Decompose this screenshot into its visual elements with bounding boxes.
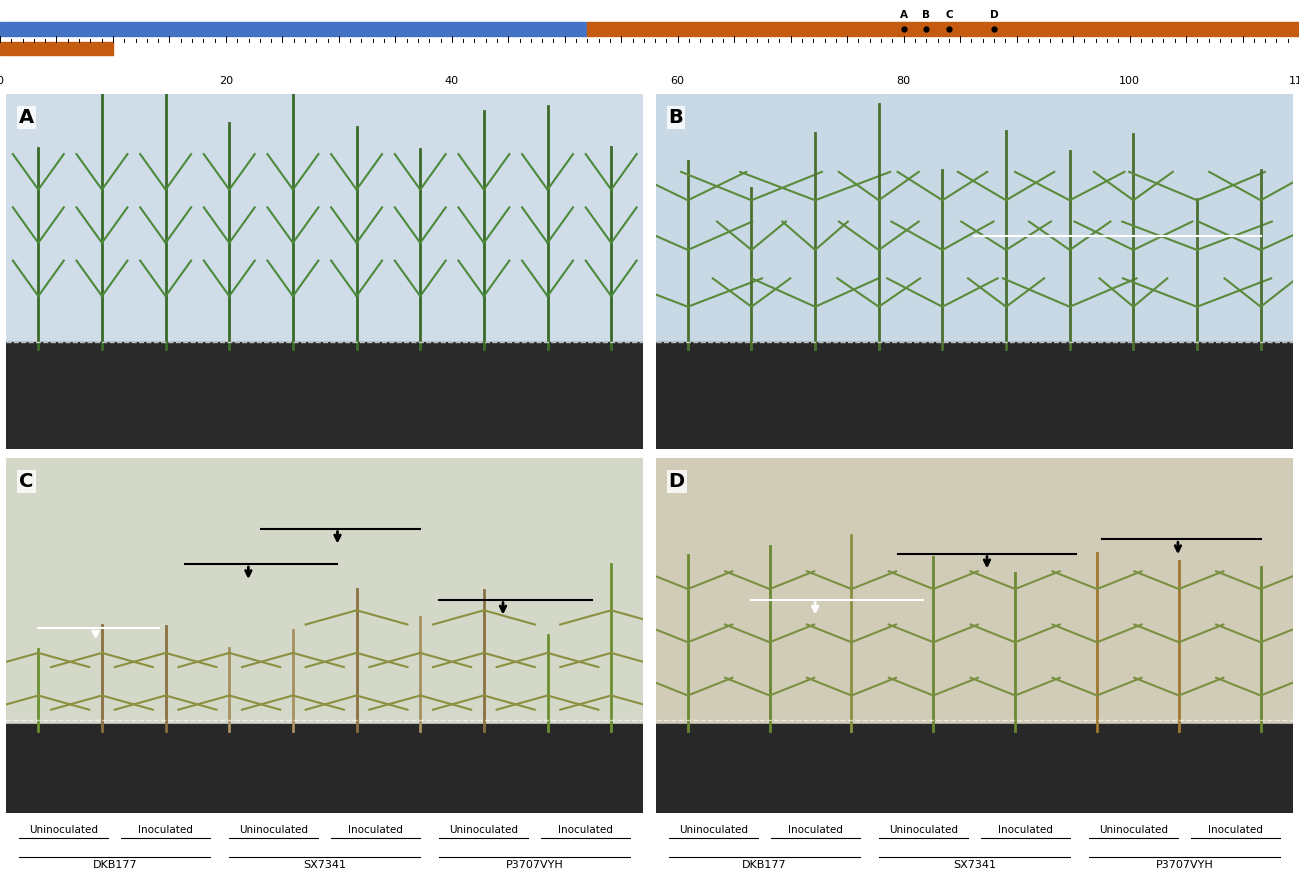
Text: C: C <box>944 11 952 21</box>
Text: Inoculated: Inoculated <box>1208 825 1263 835</box>
Bar <box>0 21 587 36</box>
Bar <box>6 94 643 342</box>
Text: DKB177: DKB177 <box>92 861 136 871</box>
Text: Inoculated: Inoculated <box>787 825 843 835</box>
Text: B: B <box>669 108 683 127</box>
Bar <box>6 724 643 813</box>
Text: Uninoculated: Uninoculated <box>1099 825 1168 835</box>
Text: P3707VYH: P3707VYH <box>1155 861 1213 871</box>
Text: Inoculated: Inoculated <box>348 825 403 835</box>
Text: Uninoculated: Uninoculated <box>30 825 99 835</box>
Text: C: C <box>19 472 34 491</box>
Text: 80: 80 <box>896 76 911 86</box>
Text: 60: 60 <box>670 76 685 86</box>
Text: DKB177: DKB177 <box>742 861 786 871</box>
Bar <box>587 21 1299 36</box>
Bar <box>0 42 113 54</box>
Text: SX7341: SX7341 <box>303 861 347 871</box>
Text: SX7341: SX7341 <box>952 861 996 871</box>
Text: D: D <box>669 472 685 491</box>
Text: Inoculated: Inoculated <box>138 825 194 835</box>
Text: A: A <box>19 108 34 127</box>
Text: Uninoculated: Uninoculated <box>889 825 957 835</box>
Text: 20: 20 <box>218 76 233 86</box>
Bar <box>656 94 1293 342</box>
Text: Uninoculated: Uninoculated <box>239 825 308 835</box>
Text: 115: 115 <box>1289 76 1299 86</box>
Text: 100: 100 <box>1118 76 1141 86</box>
Bar <box>656 342 1293 448</box>
Text: Uninoculated: Uninoculated <box>449 825 518 835</box>
Text: Inoculated: Inoculated <box>559 825 613 835</box>
Text: P3707VYH: P3707VYH <box>505 861 564 871</box>
Text: B: B <box>922 11 930 21</box>
Bar <box>656 457 1293 724</box>
Text: 40: 40 <box>444 76 459 86</box>
Bar <box>656 724 1293 813</box>
Bar <box>6 457 643 724</box>
Text: Uninoculated: Uninoculated <box>679 825 748 835</box>
Text: Inoculated: Inoculated <box>998 825 1052 835</box>
Text: 0: 0 <box>0 76 4 86</box>
Text: D: D <box>990 11 999 21</box>
Bar <box>6 342 643 448</box>
Text: A: A <box>900 11 908 21</box>
